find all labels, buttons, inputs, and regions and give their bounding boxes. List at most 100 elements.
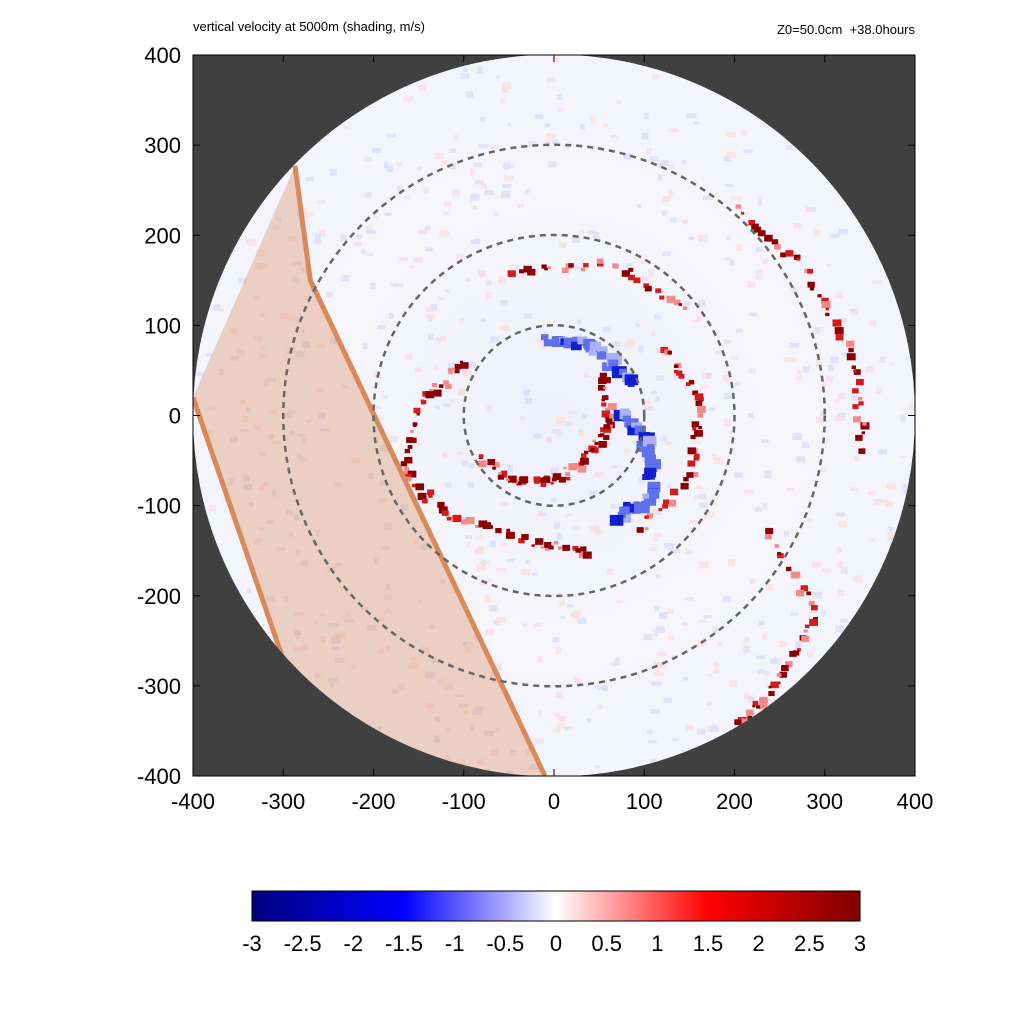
speckle-cell xyxy=(713,457,724,465)
speckle-cell xyxy=(552,637,560,643)
chart-subtitle: Z0=50.0cm +38.0hours xyxy=(776,22,915,37)
speckle-cell xyxy=(449,163,456,170)
speckle-cell xyxy=(567,604,573,608)
speckle-cell xyxy=(415,367,423,373)
speckle-cell xyxy=(428,333,434,340)
speckle-cell xyxy=(467,642,475,646)
speckle-cell xyxy=(304,212,313,218)
speckle-cell xyxy=(603,123,609,128)
speckle-cell xyxy=(365,225,373,233)
velocity-cell xyxy=(624,374,639,386)
speckle-cell xyxy=(821,382,828,387)
speckle-cell xyxy=(258,263,269,269)
speckle-cell xyxy=(556,94,563,101)
speckle-cell xyxy=(623,153,632,160)
speckle-cell xyxy=(706,724,715,732)
velocity-cell xyxy=(642,474,650,481)
speckle-cell xyxy=(452,190,460,197)
velocity-cell xyxy=(548,545,554,550)
speckle-cell xyxy=(602,327,611,333)
velocity-cell xyxy=(558,476,566,483)
speckle-cell xyxy=(795,259,803,263)
speckle-cell xyxy=(743,149,753,154)
speckle-cell xyxy=(531,572,537,576)
speckle-cell xyxy=(219,308,224,312)
speckle-cell xyxy=(465,542,471,548)
speckle-cell xyxy=(642,400,651,407)
velocity-cell xyxy=(862,422,867,426)
velocity-cell xyxy=(568,263,574,268)
speckle-cell xyxy=(647,739,657,744)
speckle-cell xyxy=(398,682,405,690)
velocity-cell xyxy=(598,441,607,448)
velocity-cell xyxy=(498,472,502,475)
speckle-cell xyxy=(646,147,652,155)
speckle-cell xyxy=(731,356,739,360)
speckle-cell xyxy=(692,319,699,323)
velocity-cell xyxy=(641,446,655,458)
speckle-cell xyxy=(361,250,366,254)
speckle-cell xyxy=(755,506,762,512)
velocity-cell xyxy=(692,390,699,396)
speckle-cell xyxy=(571,237,580,244)
updraft-band xyxy=(400,360,592,559)
speckle-cell xyxy=(507,464,514,472)
speckle-cell xyxy=(708,407,716,412)
speckle-cell xyxy=(668,636,674,641)
speckle-cell xyxy=(612,341,621,348)
speckle-cell xyxy=(795,375,804,381)
velocity-cell xyxy=(694,429,703,437)
speckle-cell xyxy=(275,217,282,222)
velocity-cell xyxy=(686,382,691,386)
speckle-cell xyxy=(384,212,392,216)
speckle-cell xyxy=(545,436,553,444)
speckle-cell xyxy=(501,88,507,92)
x-tick-label: 200 xyxy=(716,789,753,814)
velocity-cell xyxy=(506,528,511,532)
speckle-cell xyxy=(488,605,497,612)
velocity-cell xyxy=(644,467,657,478)
speckle-cell xyxy=(506,770,514,775)
speckle-cell xyxy=(524,313,533,319)
speckle-cell xyxy=(351,664,357,670)
speckle-cell xyxy=(434,716,441,722)
x-tick-label: 0 xyxy=(548,789,560,814)
speckle-cell xyxy=(391,689,400,694)
speckle-cell xyxy=(315,386,325,393)
speckle-cell xyxy=(755,274,763,280)
speckle-cell xyxy=(499,98,505,105)
speckle-cell xyxy=(519,415,525,421)
velocity-cell xyxy=(583,450,589,455)
velocity-cell xyxy=(427,489,435,496)
speckle-cell xyxy=(710,725,719,732)
velocity-cell xyxy=(454,369,460,374)
velocity-cell xyxy=(805,624,810,629)
speckle-cell xyxy=(826,263,831,268)
speckle-cell xyxy=(260,346,265,351)
speckle-cell xyxy=(761,439,769,443)
velocity-cell xyxy=(634,425,646,435)
speckle-cell xyxy=(440,579,446,583)
speckle-cell xyxy=(517,274,525,279)
speckle-cell xyxy=(248,501,254,507)
speckle-cell xyxy=(654,162,661,168)
velocity-cell xyxy=(582,551,592,559)
velocity-cell xyxy=(777,551,782,556)
speckle-cell xyxy=(654,605,660,612)
velocity-cell xyxy=(785,566,792,572)
velocity-cell xyxy=(577,336,588,345)
speckle-cell xyxy=(461,460,469,467)
speckle-cell xyxy=(500,502,510,506)
speckle-cell xyxy=(828,364,834,372)
speckle-cell xyxy=(329,169,337,176)
speckle-cell xyxy=(455,694,465,698)
speckle-cell xyxy=(647,730,653,735)
velocity-cell xyxy=(821,297,829,304)
speckle-cell xyxy=(302,438,308,444)
speckle-cell xyxy=(374,406,381,410)
speckle-cell xyxy=(722,595,731,603)
velocity-cell xyxy=(688,380,695,385)
velocity-cell xyxy=(621,270,630,277)
speckle-cell xyxy=(496,567,506,572)
velocity-cell xyxy=(755,705,761,709)
